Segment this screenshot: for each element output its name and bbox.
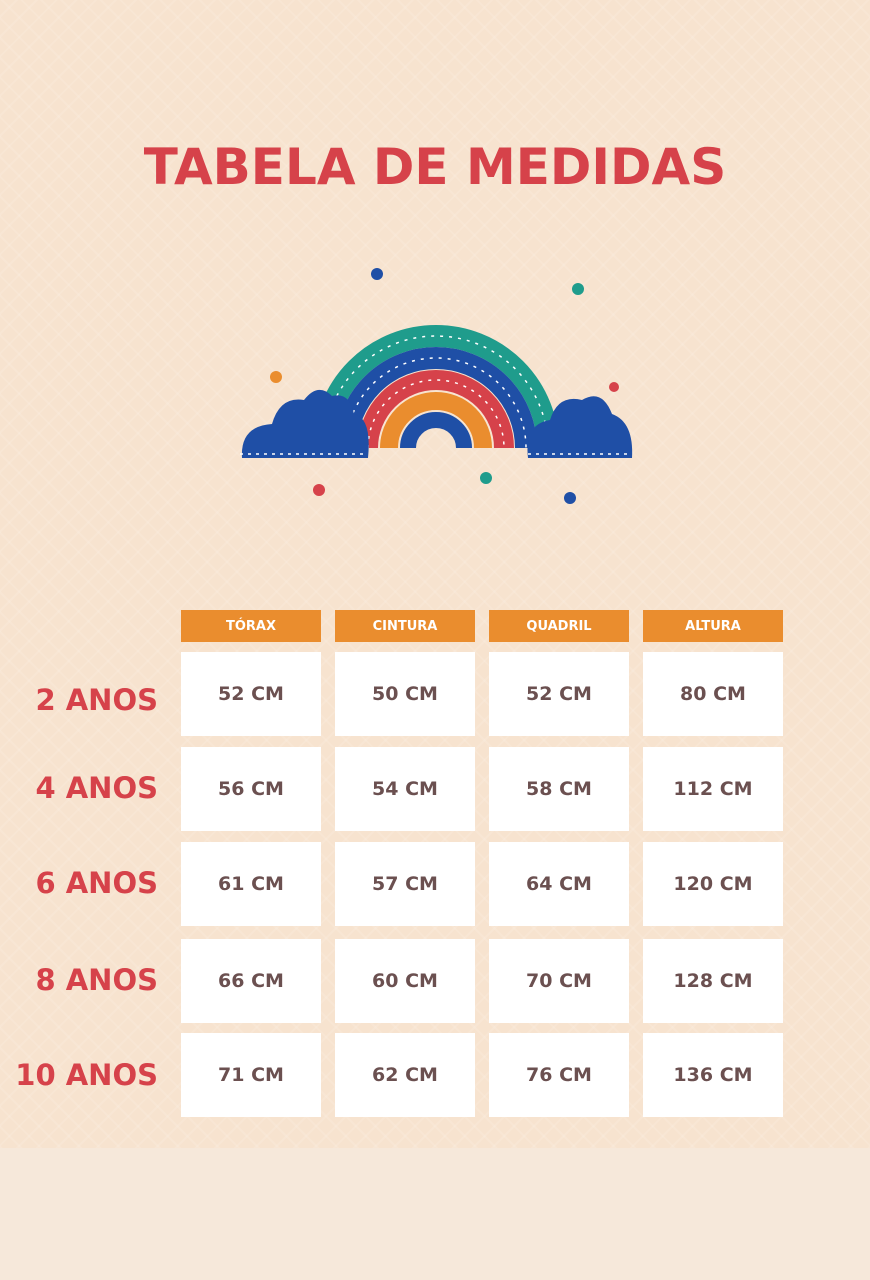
table-cell: 70 CM	[489, 939, 629, 1023]
age-label-2-anos: 2 ANOS	[35, 683, 158, 717]
table-cell: 52 CM	[181, 652, 321, 736]
table-cell: 64 CM	[489, 842, 629, 926]
table-cell: 50 CM	[335, 652, 475, 736]
rainbow-with-clouds-icon	[240, 268, 633, 504]
age-label-4-anos: 4 ANOS	[35, 771, 158, 805]
bottom-strip	[0, 1148, 870, 1280]
header-torax: TÓRAX	[181, 610, 321, 642]
table-cell: 76 CM	[489, 1033, 629, 1117]
size-chart-panel	[0, 0, 870, 1148]
table-cell: 62 CM	[335, 1033, 475, 1117]
table-cell: 57 CM	[335, 842, 475, 926]
page-title: TABELA DE MEDIDAS	[143, 138, 727, 196]
header-quadril: QUADRIL	[489, 610, 629, 642]
table-cell: 80 CM	[643, 652, 783, 736]
age-label-6-anos: 6 ANOS	[35, 866, 158, 900]
table-cell: 60 CM	[335, 939, 475, 1023]
age-label-8-anos: 8 ANOS	[35, 963, 158, 997]
age-label-10-anos: 10 ANOS	[15, 1058, 158, 1092]
table-cell: 136 CM	[643, 1033, 783, 1117]
table-cell: 54 CM	[335, 747, 475, 831]
header-altura: ALTURA	[643, 610, 783, 642]
table-cell: 56 CM	[181, 747, 321, 831]
header-cintura: CINTURA	[335, 610, 475, 642]
table-cell: 120 CM	[643, 842, 783, 926]
table-cell: 58 CM	[489, 747, 629, 831]
table-cell: 61 CM	[181, 842, 321, 926]
table-cell: 66 CM	[181, 939, 321, 1023]
table-cell: 128 CM	[643, 939, 783, 1023]
table-cell: 71 CM	[181, 1033, 321, 1117]
table-cell: 112 CM	[643, 747, 783, 831]
table-cell: 52 CM	[489, 652, 629, 736]
